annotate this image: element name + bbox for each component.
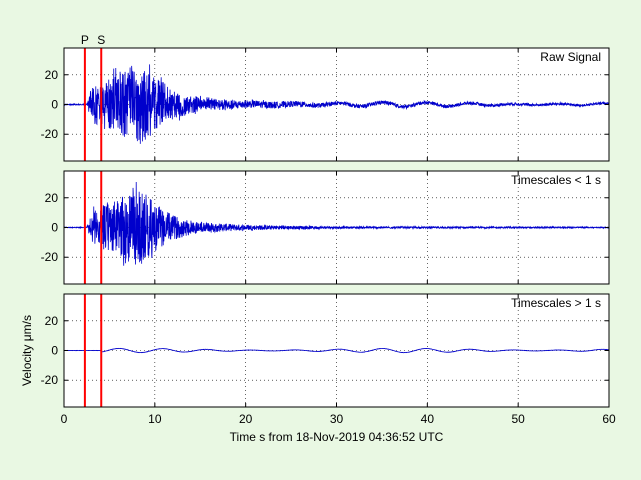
x-axis-label: Time s from 18-Nov-2019 04:36:52 UTC — [230, 430, 444, 444]
y-tick-label: -20 — [41, 373, 59, 387]
signal-trace — [63, 182, 610, 266]
signal-trace — [63, 347, 610, 354]
y-tick-label: 0 — [51, 221, 58, 235]
x-tick-label: 20 — [239, 412, 253, 426]
y-tick-label: -20 — [41, 127, 59, 141]
panel-2: 20 0 -20 Timescales < 1 s — [41, 170, 610, 285]
y-tick-label: 20 — [45, 314, 59, 328]
y-tick-label: 20 — [45, 68, 59, 82]
signal-trace — [63, 64, 610, 144]
x-tick-label: 60 — [602, 412, 616, 426]
x-tick-label: 0 — [61, 412, 68, 426]
x-tick-label: 10 — [148, 412, 162, 426]
panel-3: 20 0 -20 Timescales > 1 s 0 10 20 30 40 50 60 — [41, 293, 616, 426]
x-tick-label: 50 — [511, 412, 525, 426]
panel-title: Raw Signal — [540, 50, 601, 64]
y-tick-label: 20 — [45, 191, 59, 205]
y-tick-label: 0 — [51, 98, 58, 112]
y-tick-label: 0 — [51, 344, 58, 358]
y-tick-label: -20 — [41, 250, 59, 264]
x-tick-label: 30 — [330, 412, 344, 426]
phase-label-p: P — [81, 33, 89, 47]
panel-title: Timescales < 1 s — [511, 173, 601, 187]
x-tick-label: 40 — [421, 412, 435, 426]
y-axis-label: Velocity μm/s — [20, 315, 34, 386]
phase-label-s: S — [97, 33, 105, 47]
panel-title: Timescales > 1 s — [511, 296, 601, 310]
panel-1: 20 0 -20 Raw Signal — [41, 47, 610, 162]
